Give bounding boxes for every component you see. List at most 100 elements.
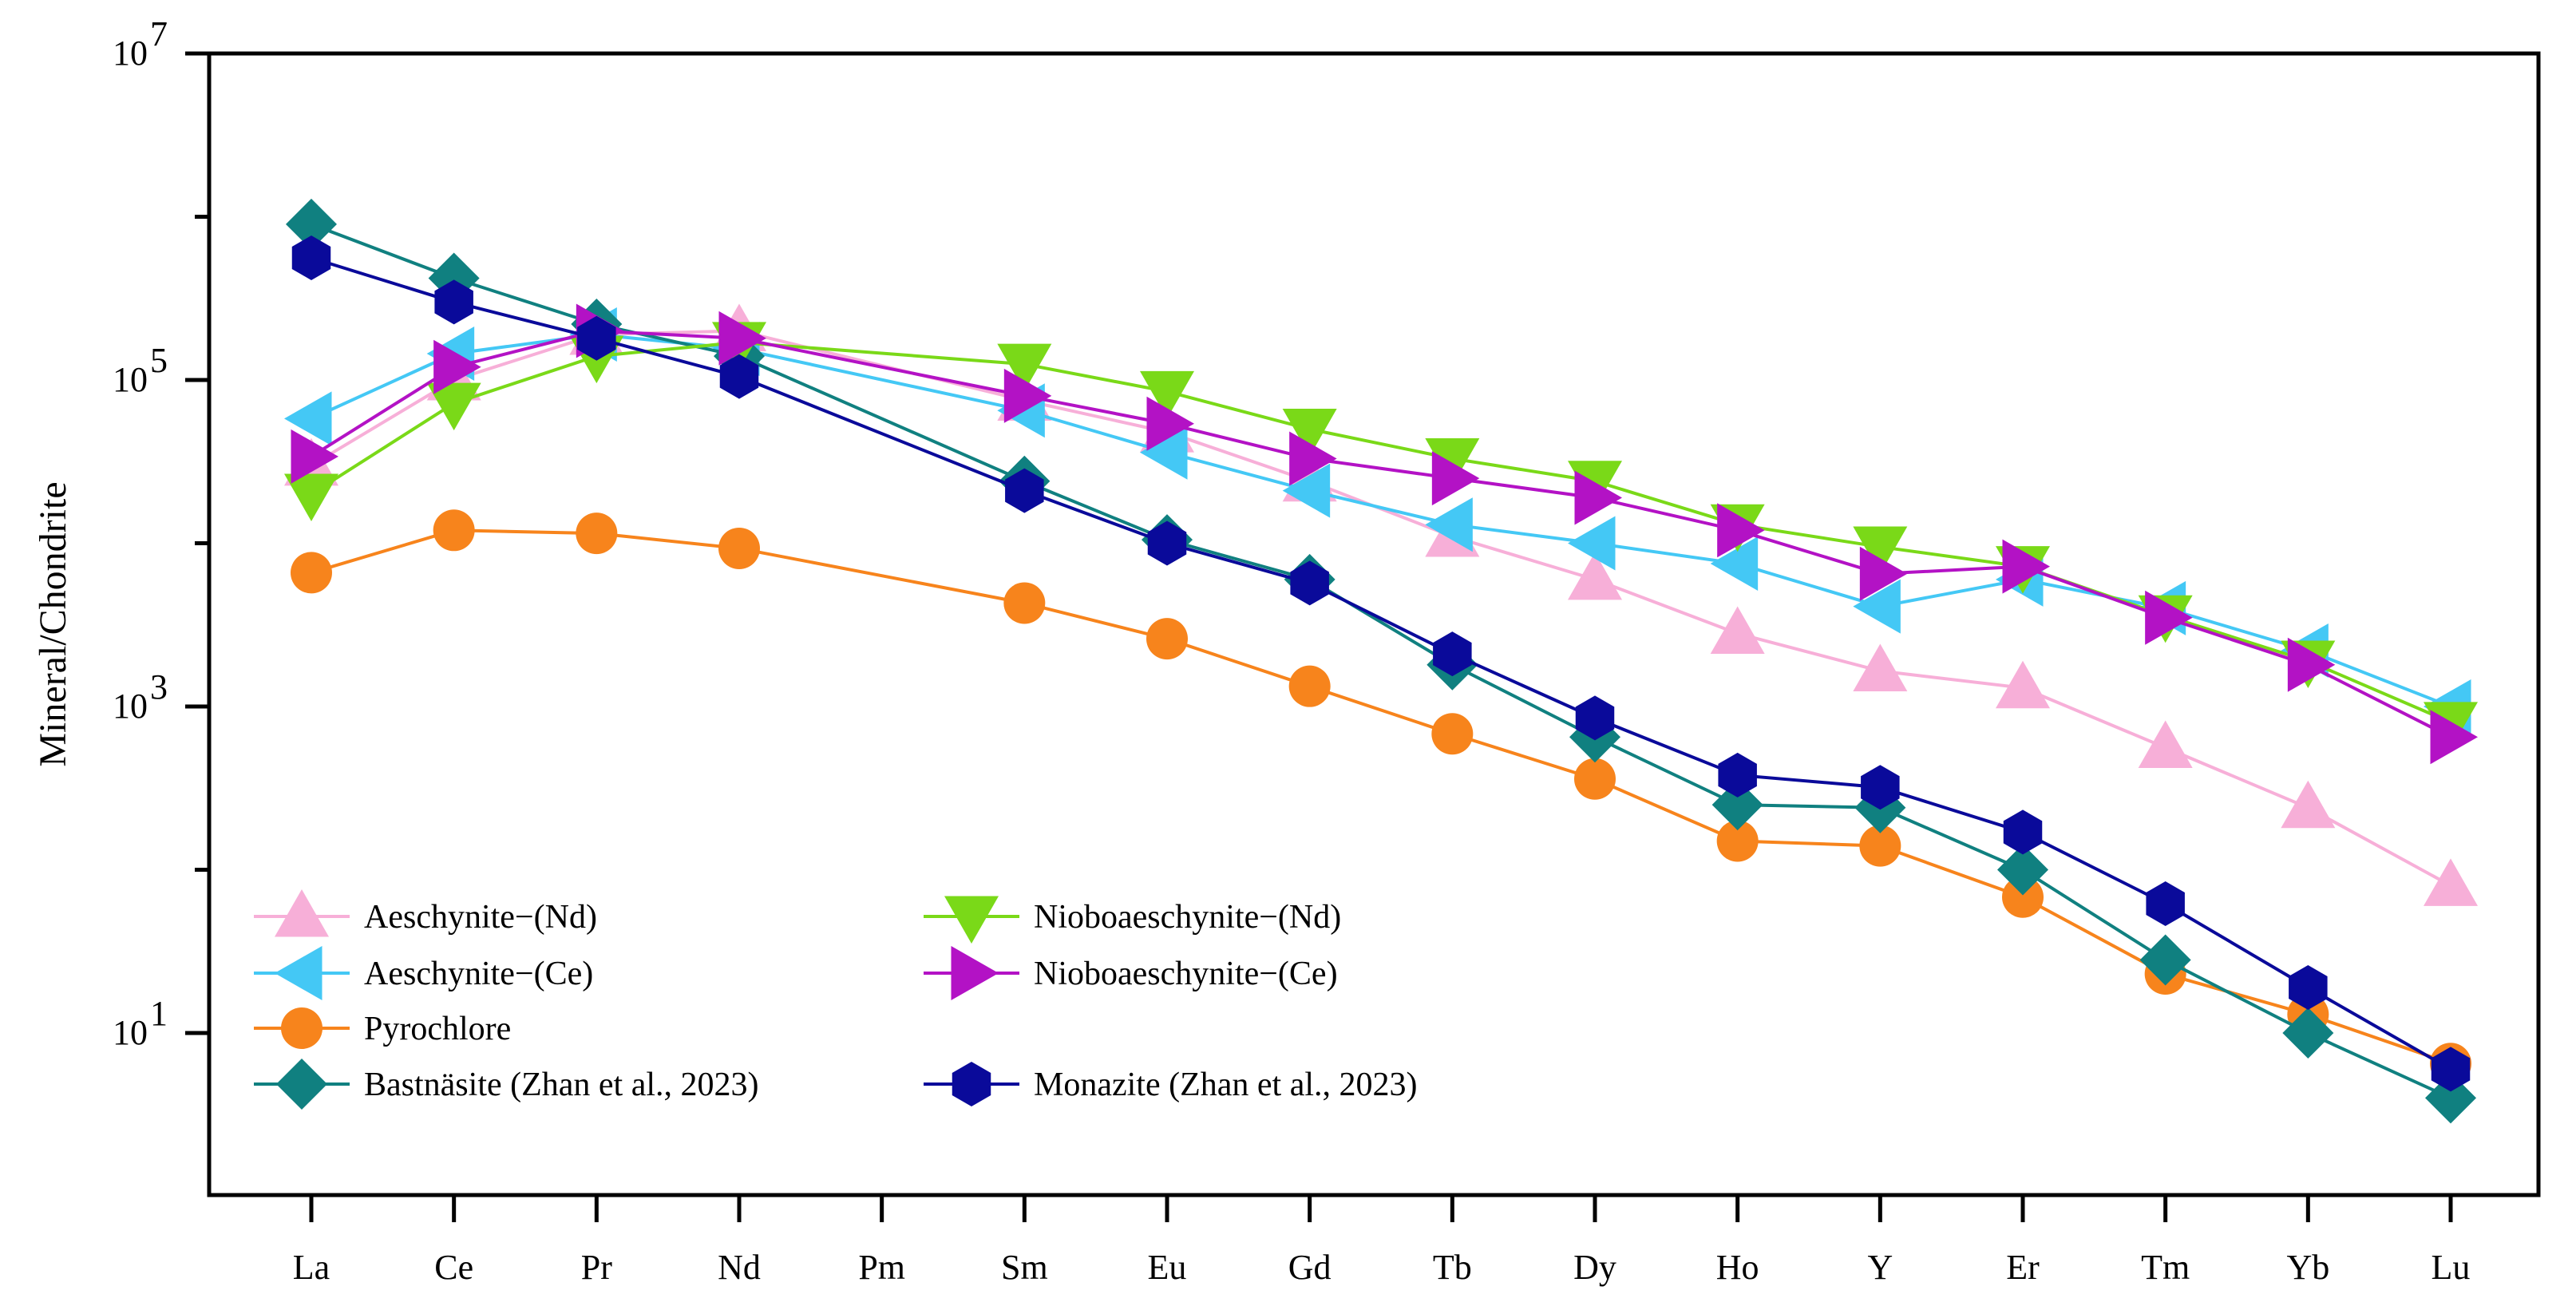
- legend-marker: [276, 1059, 327, 1110]
- x-tick-label: Ce: [434, 1248, 473, 1287]
- data-point: [291, 429, 338, 484]
- data-point: [2146, 881, 2185, 926]
- y-tick-label: 10: [113, 1013, 148, 1052]
- data-point: [2289, 964, 2328, 1010]
- data-point: [997, 343, 1052, 392]
- data-point: [1574, 758, 1616, 800]
- data-point: [2003, 809, 2043, 855]
- data-point: [718, 311, 766, 366]
- data-point: [1710, 536, 1759, 592]
- data-point: [1146, 618, 1188, 660]
- data-point: [576, 513, 618, 555]
- data-point: [2281, 780, 2336, 829]
- data-point: [1431, 713, 1474, 755]
- data-point: [2424, 858, 2478, 906]
- data-point: [1853, 643, 1908, 692]
- y-tick-exponent: 5: [150, 341, 168, 380]
- x-tick-label: La: [293, 1248, 330, 1287]
- data-point: [1853, 526, 1908, 575]
- data-point: [1996, 660, 2050, 709]
- data-point: [2145, 590, 2193, 645]
- data-point: [1282, 409, 1337, 457]
- y-tick-label: 10: [113, 360, 148, 399]
- legend-marker: [944, 896, 999, 944]
- data-point: [1003, 368, 1052, 423]
- data-point: [1568, 552, 1622, 600]
- x-tick-label: Lu: [2432, 1248, 2471, 1287]
- data-point: [1997, 844, 2048, 896]
- data-point: [286, 198, 337, 250]
- series-layer: [284, 198, 2478, 1124]
- data-point: [1574, 470, 1622, 525]
- legend-label: Aeschynite−(Ce): [364, 956, 593, 992]
- data-point: [1282, 463, 1331, 518]
- data-point: [434, 279, 473, 325]
- data-point: [1146, 396, 1194, 451]
- data-point: [1433, 631, 1472, 677]
- series-nioboaeschynite-ce: [291, 303, 2478, 765]
- legend-label: Nioboaeschynite−(Ce): [1034, 956, 1338, 992]
- x-tick-label: Tb: [1433, 1248, 1472, 1287]
- y-tick-label: 10: [113, 34, 148, 73]
- data-point: [1853, 579, 1901, 634]
- data-point: [719, 354, 759, 399]
- data-point: [426, 382, 481, 431]
- data-point: [1718, 752, 1757, 798]
- series-monazite-zhan-et-al-2023: [291, 235, 2471, 1092]
- legend-marker: [952, 1062, 991, 1106]
- data-point: [1289, 431, 1337, 486]
- data-point: [1003, 582, 1046, 624]
- data-point: [1425, 497, 1473, 552]
- legend-label: Bastnäsite (Zhan et al., 2023): [364, 1067, 759, 1103]
- data-point: [1568, 516, 1616, 571]
- legend-marker: [951, 946, 999, 1000]
- data-point: [291, 552, 332, 594]
- data-point: [2139, 934, 2191, 986]
- data-point: [1575, 695, 1615, 741]
- data-point: [2430, 710, 2478, 765]
- legend-label: Nioboaeschynite−(Nd): [1034, 899, 1341, 936]
- legend-marker: [275, 946, 322, 1000]
- data-point: [1710, 606, 1765, 655]
- x-tick-label: Tm: [2141, 1248, 2190, 1287]
- x-tick-label: Pr: [581, 1248, 612, 1287]
- data-point: [2287, 637, 2336, 692]
- data-point: [1290, 560, 1329, 606]
- data-point: [1859, 546, 1908, 601]
- data-point: [284, 473, 338, 521]
- data-point: [1716, 820, 1759, 862]
- data-point: [2138, 720, 2193, 768]
- x-tick-label: Sm: [1001, 1248, 1048, 1287]
- y-tick-exponent: 1: [150, 994, 168, 1033]
- data-point: [291, 235, 331, 280]
- x-tick-label: Yb: [2286, 1248, 2329, 1287]
- x-tick-label: Ho: [1716, 1248, 1759, 1287]
- data-point: [577, 315, 616, 361]
- x-tick-label: Nd: [718, 1248, 761, 1287]
- data-point: [1005, 468, 1044, 513]
- data-point: [1859, 825, 1901, 867]
- data-point: [433, 339, 481, 394]
- y-tick-label: 10: [113, 687, 148, 726]
- data-point: [2002, 539, 2050, 594]
- data-point: [1288, 665, 1331, 707]
- y-tick-exponent: 7: [150, 14, 168, 53]
- data-point: [2425, 1072, 2476, 1124]
- legend-marker: [275, 889, 329, 937]
- x-tick-label: Gd: [1288, 1248, 1332, 1287]
- legend-label: Aeschynite−(Nd): [364, 899, 597, 936]
- plot-frame: [207, 51, 2541, 1197]
- y-axis-title: Mineral/Chondrite: [32, 481, 74, 766]
- y-tick-exponent: 3: [150, 667, 168, 706]
- x-tick-label: Er: [2006, 1248, 2040, 1287]
- x-tick-label: Eu: [1148, 1248, 1187, 1287]
- data-point: [433, 509, 475, 552]
- data-point: [1147, 520, 1187, 566]
- data-point: [2002, 876, 2044, 918]
- legend-label: Monazite (Zhan et al., 2023): [1034, 1067, 1418, 1103]
- data-point: [284, 391, 332, 446]
- data-point: [1431, 451, 1480, 506]
